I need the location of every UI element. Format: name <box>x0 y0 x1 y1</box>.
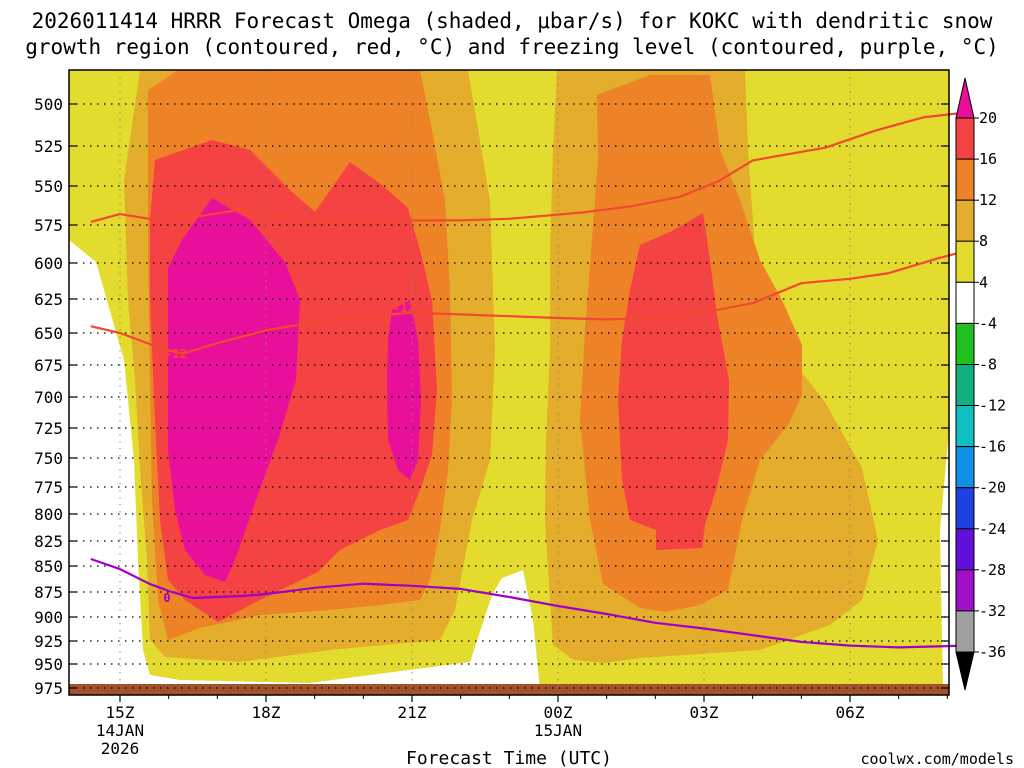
colorbar-label-12: -32 <box>979 602 1006 620</box>
x-tick-label-03Z: 03Z <box>690 703 719 722</box>
chart-title-line2: growth region (contoured, red, °C) and f… <box>25 35 999 59</box>
y-tick-label-950: 950 <box>34 655 63 674</box>
colorbar-bin-top <box>955 77 975 119</box>
y-tick-label-525: 525 <box>34 137 63 156</box>
colorbar-bin-13 <box>955 610 975 653</box>
omega-shading <box>69 70 949 690</box>
contour-line-1 <box>90 249 968 355</box>
colorbar-bin-9 <box>955 446 975 489</box>
colorbar-label-2: 12 <box>979 191 997 209</box>
y-tick-label-825: 825 <box>34 532 63 551</box>
colorbar-label-6: -8 <box>979 356 997 374</box>
colorbar-label-13: -36 <box>979 643 1006 661</box>
colorbar-label-0: 20 <box>979 109 997 127</box>
x-tick-label-15Z: 15Z <box>106 703 135 722</box>
colorbar: 20 16 12 8 4 -4 -8 -12 -16 -20 -24 -28 -32 -36 <box>955 77 1006 691</box>
colorbar-label-1: 16 <box>979 150 997 168</box>
y-tick-label-775: 775 <box>34 478 63 497</box>
contour-label-dgz-mid: -12 <box>393 301 415 315</box>
x-tick-sublabel-00Z: 15JAN <box>534 721 582 740</box>
x-tick-label-21Z: 21Z <box>398 703 427 722</box>
x-tick-sublabel-15Z: 14JAN <box>96 721 144 740</box>
y-tick-label-850: 850 <box>34 557 63 576</box>
y-tick-label-700: 700 <box>34 388 63 407</box>
x-axis-title: Forecast Time (UTC) <box>406 748 612 768</box>
ground-strip <box>69 684 949 695</box>
colorbar-bin-8 <box>955 405 975 448</box>
colorbar-label-4: 4 <box>979 273 988 291</box>
omega-20plus-region <box>168 198 421 582</box>
y-tick-label-750: 750 <box>34 449 63 468</box>
y-tick-label-975: 975 <box>34 679 63 698</box>
x-tick-label-06Z: 06Z <box>836 703 865 722</box>
y-tick-label-675: 675 <box>34 356 63 375</box>
contour-line-0 <box>90 111 967 223</box>
colorbar-label-8: -16 <box>979 438 1006 456</box>
contour-line-2 <box>90 557 967 649</box>
colorbar-bin-2 <box>955 158 975 201</box>
y-tick-label-725: 725 <box>34 419 63 438</box>
colorbar-bin-6 <box>955 322 975 365</box>
y-tick-label-600: 600 <box>34 254 63 273</box>
colorbar-label-5: -4 <box>979 314 997 332</box>
contours <box>90 111 968 649</box>
colorbar-label-3: 8 <box>979 232 988 250</box>
y-tick-label-650: 650 <box>34 324 63 343</box>
colorbar-bin-3 <box>955 199 975 242</box>
y-tick-label-800: 800 <box>34 505 63 524</box>
y-tick-label-500: 500 <box>34 95 63 114</box>
colorbar-bin-5 <box>955 281 975 324</box>
x-tick-label-18Z: 18Z <box>252 703 281 722</box>
colorbar-bin-11 <box>955 528 975 571</box>
colorbar-bin-1 <box>955 117 975 160</box>
colorbar-bin-10 <box>955 487 975 530</box>
y-tick-label-900: 900 <box>34 608 63 627</box>
credit-text: coolwx.com/models <box>860 750 1014 768</box>
y-tick-label-875: 875 <box>34 583 63 602</box>
y-tick-label-550: 550 <box>34 177 63 196</box>
chart-title-line1: 2026011414 HRRR Forecast Omega (shaded, … <box>32 9 993 33</box>
y-tick-label-925: 925 <box>34 632 63 651</box>
contour-label-freezing: 0 <box>163 591 170 605</box>
omega-16-20-region <box>150 140 729 622</box>
colorbar-bin-12 <box>955 569 975 612</box>
x-tick-year-15Z: 2026 <box>101 739 140 758</box>
contour-label-dgz-left: -12 <box>165 347 187 361</box>
y-axis: 500 525 550 575 600 625 650 675 700 725 750 775 800 8… <box>34 95 949 698</box>
colorbar-label-9: -20 <box>979 479 1006 497</box>
colorbar-bin-4 <box>955 240 975 283</box>
colorbar-label-10: -24 <box>979 520 1006 538</box>
colorbar-label-11: -28 <box>979 561 1006 579</box>
y-tick-label-625: 625 <box>34 290 63 309</box>
colorbar-label-7: -12 <box>979 397 1006 415</box>
y-tick-label-575: 575 <box>34 216 63 235</box>
contour-labels: -12 -12 0 <box>163 301 414 605</box>
colorbar-bin-7 <box>955 364 975 407</box>
x-tick-label-00Z: 00Z <box>544 703 573 722</box>
colorbar-bin-bottom <box>955 651 975 691</box>
